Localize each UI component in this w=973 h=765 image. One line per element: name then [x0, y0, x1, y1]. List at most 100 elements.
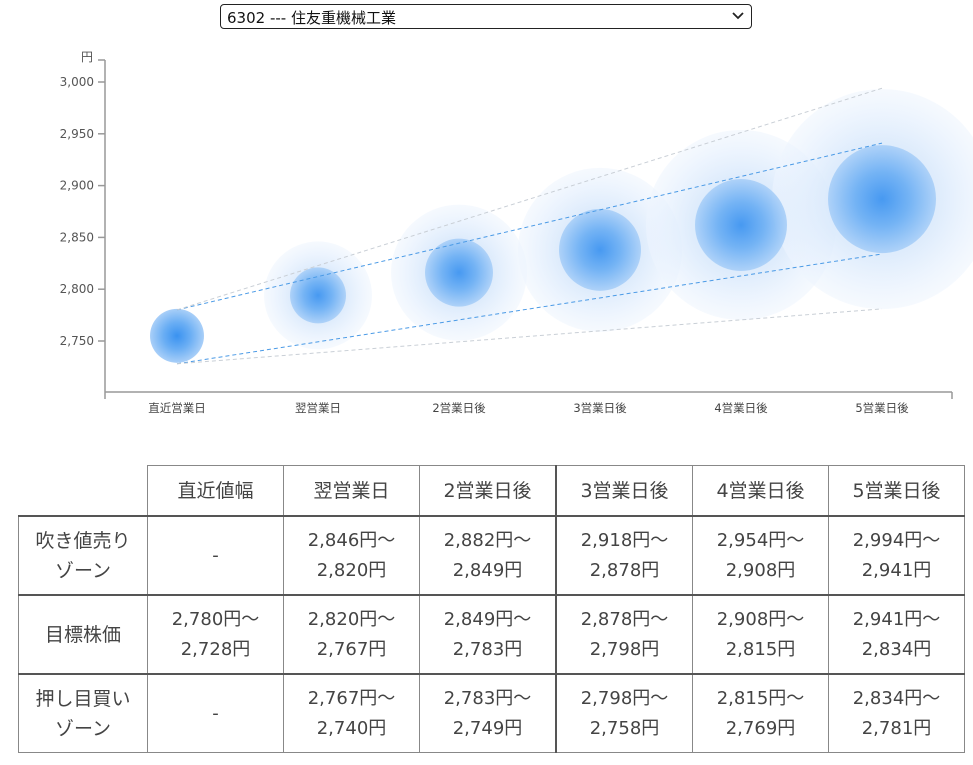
y-tick-label: 3,000	[60, 75, 94, 89]
cell-value: 2,908円	[725, 559, 796, 581]
table-cell: 2,820円～ 2,767円	[283, 594, 420, 675]
cell-value: 2,878円	[589, 559, 660, 581]
table-corner	[18, 465, 148, 517]
cell-value: 2,878円～	[580, 608, 669, 630]
cell-value: 2,781円	[861, 717, 932, 739]
table-header: 2営業日後	[419, 465, 557, 517]
table-cell: -	[147, 515, 284, 596]
table-cell: 2,780円～ 2,728円	[147, 594, 284, 675]
table-row: 吹き値売りゾーン - 2,846円～ 2,820円 2,882円～ 2,849円 2,918…	[18, 515, 965, 596]
table-cell: 2,878円～ 2,798円	[555, 594, 693, 675]
chevron-down-icon	[732, 12, 744, 20]
cell-value: 2,846円～	[307, 529, 396, 551]
x-tick-label: 直近営業日	[148, 401, 206, 415]
table-cell: -	[147, 673, 284, 753]
y-tick-label: 2,800	[60, 282, 94, 296]
cell-value: 2,882円～	[443, 529, 532, 551]
cell-value: 2,815円	[725, 638, 796, 660]
y-tick-label: 2,850	[60, 230, 94, 244]
cell-value: 2,740円	[316, 717, 387, 739]
stock-select[interactable]: 6302 --- 住友重機械工業	[220, 4, 752, 29]
cell-value: 2,834円～	[852, 687, 941, 709]
y-tick-label: 2,950	[60, 127, 94, 141]
row-label-line: 押し目買い	[35, 687, 131, 710]
cell-value: 2,783円～	[443, 687, 532, 709]
x-tick-label: 4営業日後	[714, 401, 768, 415]
cell-value: 2,769円	[725, 717, 796, 739]
row-label: 目標株価	[18, 594, 148, 675]
upper-target-line	[176, 142, 883, 311]
forecast-core	[695, 178, 787, 271]
table-cell: 2,941円～ 2,834円	[828, 594, 965, 675]
cell-value: 2,780円～	[171, 608, 260, 630]
table-cell: 2,882円～ 2,849円	[419, 515, 557, 596]
cell-value: 2,767円～	[307, 687, 396, 709]
cell-value: 2,908円～	[716, 608, 805, 630]
forecast-chart: 円 2,750 2,800 2,850 2,900 2,950 3,000 直近営業日 翌営業日…	[60, 50, 973, 415]
row-label-line: 目標株価	[44, 623, 121, 646]
cell-value: -	[212, 544, 219, 566]
cell-value: 2,815円～	[716, 687, 805, 709]
cell-value: 2,954円～	[716, 529, 805, 551]
cell-value: 2,798円～	[580, 687, 669, 709]
forecast-core	[559, 208, 641, 291]
table-header: 4営業日後	[692, 465, 829, 517]
cell-value: 2,834円	[861, 638, 932, 660]
row-label: 押し目買い ゾーン	[18, 673, 148, 753]
table-header: 翌営業日	[283, 465, 420, 517]
table-header: 5営業日後	[828, 465, 965, 517]
table-cell: 2,849円～ 2,783円	[419, 594, 557, 675]
table-cell: 2,846円～ 2,820円	[283, 515, 420, 596]
zone-table: 直近値幅 翌営業日 2営業日後 3営業日後 4営業日後 5営業日後 吹き値売りゾ…	[18, 465, 965, 753]
row-label-line: ゾーン	[54, 717, 112, 740]
table-header: 3営業日後	[555, 465, 693, 517]
table-header: 直近値幅	[147, 465, 284, 517]
x-tick-label: 翌営業日	[295, 401, 341, 415]
x-tick-label: 3営業日後	[573, 401, 627, 415]
lower-buy-zone-line	[176, 308, 883, 365]
cell-value: 2,820円～	[307, 608, 396, 630]
cell-value: 2,994円～	[852, 529, 941, 551]
table-cell: 2,908円～ 2,815円	[692, 594, 829, 675]
row-label-line: ゾーン	[54, 559, 112, 582]
cell-value: 2,798円	[589, 638, 660, 660]
table-cell: 2,918円～ 2,878円	[555, 515, 693, 596]
core-layer	[150, 145, 936, 363]
row-label: 吹き値売り ゾーン	[18, 515, 148, 596]
row-label-line: 吹き値売り	[35, 529, 131, 552]
cell-value: 2,749円	[452, 717, 523, 739]
cell-value: 2,941円～	[852, 608, 941, 630]
x-tick-label: 5営業日後	[855, 401, 909, 415]
table-cell: 2,994円～ 2,941円	[828, 515, 965, 596]
cell-value: 2,820円	[316, 559, 387, 581]
y-axis-unit: 円	[81, 50, 93, 64]
forecast-core	[290, 267, 346, 324]
table-header-row: 直近値幅 翌営業日 2営業日後 3営業日後 4営業日後 5営業日後	[18, 465, 965, 517]
cell-value: 2,941円	[861, 559, 932, 581]
table-cell: 2,767円～ 2,740円	[283, 673, 420, 753]
cell-value: 2,918円～	[580, 529, 669, 551]
table-cell: 2,798円～ 2,758円	[555, 673, 693, 753]
cell-value: 2,849円～	[443, 608, 532, 630]
cell-value: 2,758円	[589, 717, 660, 739]
forecast-core	[425, 238, 493, 307]
table-row: 目標株価 2,780円～ 2,728円 2,820円～ 2,767円 2,849円～ 2,7…	[18, 594, 965, 675]
cell-value: 2,767円	[316, 638, 387, 660]
y-tick-label: 2,750	[60, 334, 94, 348]
trend-lines	[176, 87, 883, 365]
stock-select-value: 6302 --- 住友重機械工業	[227, 9, 396, 27]
forecast-core	[828, 145, 936, 254]
table-cell: 2,783円～ 2,749円	[419, 673, 557, 753]
x-tick-label: 2営業日後	[432, 401, 486, 415]
cell-value: -	[212, 702, 219, 724]
table-row: 押し目買いゾーン - 2,767円～ 2,740円 2,783円～ 2,749円 2,798…	[18, 673, 965, 753]
table-cell: 2,815円～ 2,769円	[692, 673, 829, 753]
cell-value: 2,783円	[452, 638, 523, 660]
cell-value: 2,728円	[180, 638, 251, 660]
table-cell: 2,954円～ 2,908円	[692, 515, 829, 596]
axes: 円 2,750 2,800 2,850 2,900 2,950 3,000 直近営業日 翌営業日…	[60, 50, 953, 415]
forecast-core	[150, 308, 204, 363]
table-cell: 2,834円～ 2,781円	[828, 673, 965, 753]
y-tick-label: 2,900	[60, 179, 94, 193]
cell-value: 2,849円	[452, 559, 523, 581]
